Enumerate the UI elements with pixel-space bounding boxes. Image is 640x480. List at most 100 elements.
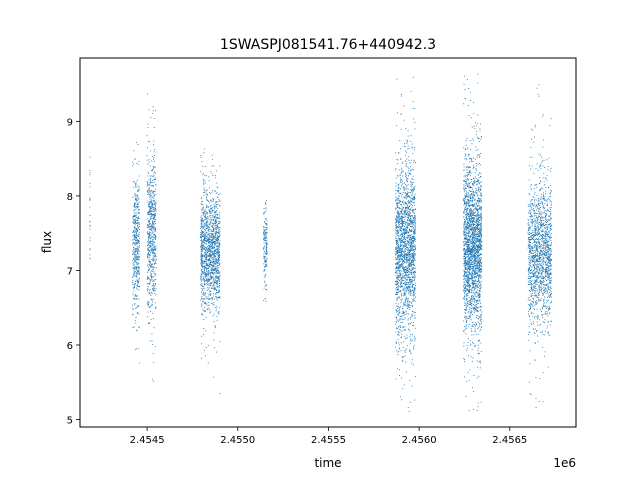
data-point xyxy=(209,248,211,250)
data-point xyxy=(212,258,214,260)
data-point xyxy=(401,318,403,320)
data-point xyxy=(413,294,415,296)
data-point xyxy=(397,249,399,251)
data-point xyxy=(409,184,411,186)
data-point xyxy=(201,240,203,242)
data-point xyxy=(136,262,138,264)
data-point xyxy=(406,285,408,287)
data-point xyxy=(151,227,153,229)
data-point xyxy=(134,303,136,305)
data-point xyxy=(136,246,138,248)
data-point xyxy=(411,182,413,184)
data-point xyxy=(405,227,407,229)
data-point xyxy=(208,246,210,248)
data-point xyxy=(413,246,415,248)
data-point xyxy=(396,241,397,243)
data-point xyxy=(137,185,139,187)
data-point xyxy=(408,237,410,239)
data-point xyxy=(266,247,267,249)
data-point xyxy=(263,234,265,236)
data-point xyxy=(89,221,91,222)
data-point xyxy=(398,255,400,257)
data-point xyxy=(214,269,216,271)
data-point xyxy=(413,202,415,204)
data-point xyxy=(396,262,398,264)
data-point xyxy=(132,181,134,183)
data-point xyxy=(154,302,156,304)
data-point xyxy=(414,276,416,278)
data-point xyxy=(264,280,265,282)
data-point xyxy=(209,249,211,251)
data-point xyxy=(398,206,400,208)
data-point xyxy=(218,278,220,280)
data-point xyxy=(136,194,138,196)
data-point xyxy=(407,224,409,226)
data-point xyxy=(214,298,216,300)
data-point xyxy=(401,298,403,300)
data-point xyxy=(154,215,155,217)
data-point xyxy=(396,283,398,285)
data-point xyxy=(407,129,409,131)
data-point xyxy=(155,245,157,247)
data-point xyxy=(410,90,412,92)
data-point xyxy=(397,185,399,187)
data-point xyxy=(400,210,402,212)
data-point xyxy=(150,169,152,171)
data-point xyxy=(89,206,91,208)
data-point xyxy=(147,244,149,246)
data-point xyxy=(148,187,150,189)
data-point xyxy=(409,224,411,226)
data-point xyxy=(154,203,156,205)
data-point xyxy=(137,285,139,287)
data-point xyxy=(400,274,402,276)
data-point xyxy=(395,311,397,313)
data-point xyxy=(208,227,210,229)
data-point xyxy=(211,240,213,242)
data-point xyxy=(405,232,407,233)
data-point xyxy=(214,228,216,229)
data-point xyxy=(152,243,153,245)
data-point xyxy=(266,232,268,233)
data-point xyxy=(132,263,134,265)
data-point xyxy=(404,284,406,286)
data-point xyxy=(137,255,139,257)
data-point xyxy=(411,194,413,196)
data-point xyxy=(398,262,400,264)
data-point xyxy=(410,200,412,202)
data-point xyxy=(397,354,399,356)
data-point xyxy=(399,325,401,327)
data-point xyxy=(201,248,203,250)
data-point xyxy=(408,244,410,246)
data-point xyxy=(216,217,218,218)
data-point xyxy=(138,209,140,210)
data-point xyxy=(401,208,403,210)
data-point xyxy=(204,272,206,274)
data-point xyxy=(200,280,202,282)
data-point xyxy=(215,281,216,283)
data-point xyxy=(470,199,472,201)
data-point xyxy=(401,180,403,182)
data-point xyxy=(207,268,209,269)
data-point xyxy=(413,248,415,250)
observing-season-cluster xyxy=(146,93,157,382)
data-point xyxy=(206,264,208,266)
data-point xyxy=(397,183,399,185)
data-point xyxy=(153,362,155,364)
data-point xyxy=(403,231,405,233)
data-point xyxy=(209,223,211,225)
data-point xyxy=(401,258,403,260)
data-point xyxy=(473,295,474,297)
data-point xyxy=(407,145,409,147)
data-point xyxy=(147,287,149,289)
data-point xyxy=(134,203,136,205)
data-point xyxy=(200,220,202,222)
data-point xyxy=(472,227,474,229)
data-point xyxy=(155,228,156,230)
data-point xyxy=(412,210,414,211)
data-point xyxy=(202,271,203,273)
data-point xyxy=(155,253,157,255)
data-point xyxy=(213,269,215,271)
data-point xyxy=(204,238,206,239)
data-point xyxy=(402,261,403,263)
data-point xyxy=(399,264,401,265)
